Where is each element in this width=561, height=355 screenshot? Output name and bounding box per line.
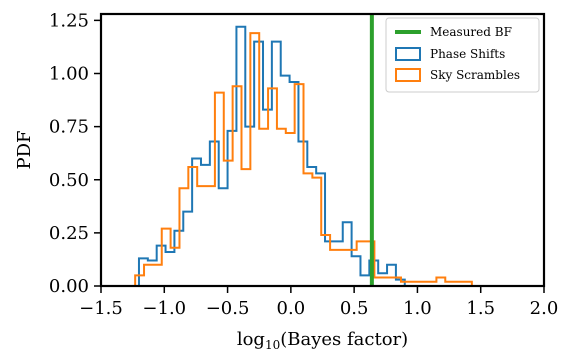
x-tick-label: −1.0 bbox=[142, 298, 186, 319]
series-sky-scrambles bbox=[134, 32, 473, 286]
legend-label-measured-bf: Measured BF bbox=[430, 25, 512, 39]
x-tick-label: −0.5 bbox=[206, 298, 250, 319]
y-tick-label: 0.50 bbox=[49, 170, 89, 191]
legend-swatch-sky-scrambles bbox=[395, 68, 421, 82]
y-tick-label: 0.00 bbox=[49, 276, 89, 297]
y-axis: 0.00 0.25 0.50 0.75 1.00 1.25 bbox=[49, 10, 101, 297]
x-tick-label: 0.5 bbox=[340, 298, 369, 319]
legend-box bbox=[385, 17, 540, 93]
legend-label-phase-shifts: Phase Shifts bbox=[430, 47, 505, 61]
x-tick-label: 1.0 bbox=[403, 298, 432, 319]
x-tick-label: −1.5 bbox=[79, 298, 123, 319]
x-axis-title: log10(Bayes factor) bbox=[237, 329, 408, 350]
y-tick-label: 0.75 bbox=[49, 117, 89, 138]
x-axis: −1.5 −1.0 −0.5 0.0 0.5 1.0 1.5 2.0 bbox=[79, 286, 558, 319]
y-tick-label: 1.25 bbox=[49, 10, 89, 31]
x-tick-label: 2.0 bbox=[530, 298, 559, 319]
x-tick-label: 0.0 bbox=[277, 298, 306, 319]
y-tick-label: 0.25 bbox=[49, 223, 89, 244]
plot-frame bbox=[99, 12, 546, 288]
legend: Measured BF Phase Shifts Sky Scrambles bbox=[385, 17, 540, 93]
x-tick-label: 1.5 bbox=[466, 298, 495, 319]
series-phase-shifts bbox=[137, 25, 406, 286]
legend-label-sky-scrambles: Sky Scrambles bbox=[430, 68, 520, 82]
y-axis-title: PDF bbox=[14, 130, 35, 169]
plot-series-group bbox=[134, 14, 473, 286]
y-tick-label: 1.00 bbox=[49, 64, 89, 85]
legend-swatch-phase-shifts bbox=[395, 47, 421, 61]
